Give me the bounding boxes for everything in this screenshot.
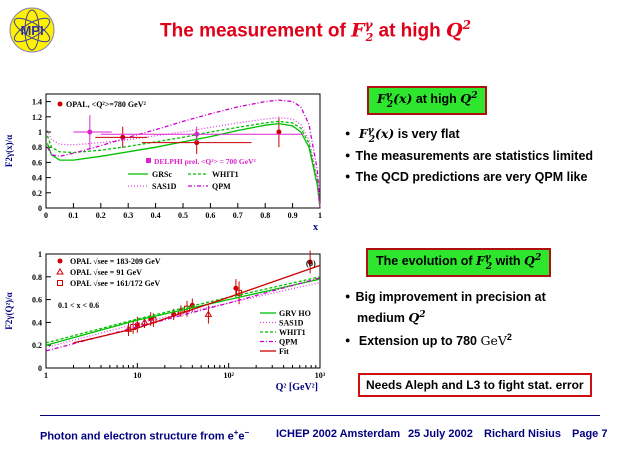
curve-fit — [73, 264, 321, 344]
curve-grv-ho — [45, 278, 321, 346]
legend-marker — [146, 158, 151, 163]
legend-item: SAS1D — [152, 182, 177, 191]
legend-marker — [57, 258, 63, 264]
legend-delphi: DELPHI prel. <Q²> = 700 GeV² — [154, 157, 257, 166]
x-tick-label: 0.8 — [260, 211, 270, 220]
legend-item: QPM — [279, 338, 298, 347]
data-point — [233, 285, 239, 291]
legend-item: WHIT1 — [279, 328, 306, 337]
x-tick-label: 0.6 — [205, 211, 215, 220]
x-tick-label: 0.3 — [123, 211, 133, 220]
legend-opal: OPAL, <Q²>=780 GeV² — [66, 100, 146, 109]
bullet-flat: Fγ2(x) is very flat — [345, 126, 460, 145]
y-tick-label: 0.4 — [32, 318, 42, 327]
x-tick-label: 0.7 — [233, 211, 243, 220]
y-tick-label: 1 — [38, 250, 42, 259]
y-tick-label: 0.8 — [32, 273, 42, 282]
y-tick-label: 1.4 — [32, 98, 42, 107]
data-point — [140, 318, 149, 325]
curve-grsc — [46, 122, 321, 209]
curve-qpm — [46, 99, 321, 209]
footer-title: Photon and electron structure from e+e− — [40, 428, 250, 443]
bullet-precision-line2: medium Q2 — [357, 310, 426, 326]
legend-marker — [56, 268, 64, 275]
legend-marker — [57, 280, 63, 286]
data-point — [276, 129, 282, 135]
y-tick-label: 0 — [38, 364, 42, 373]
legend-item: GRV HO — [279, 309, 311, 318]
legend-data-item: OPAL √see = 91 GeV — [70, 268, 142, 277]
curve-whit1 — [46, 120, 321, 209]
panel-label: (b) — [306, 259, 316, 268]
x-tick-label: 10 — [133, 371, 141, 380]
legend-item: WHIT1 — [212, 170, 239, 179]
x-tick-label: 0.9 — [288, 211, 298, 220]
data-point — [307, 259, 313, 265]
y-tick-label: 0.2 — [32, 189, 42, 198]
bullet-precision: Big improvement in precision at — [345, 290, 545, 304]
section-box-evolution: The evolution of Fγ2 with Q2 — [366, 248, 552, 277]
data-point — [124, 325, 133, 332]
legend-item: SAS1D — [279, 319, 304, 328]
y-tick-label: 1 — [38, 128, 42, 137]
footer-conference: ICHEP 2002 Amsterdam — [276, 428, 401, 440]
legend-data-item: OPAL √see = 183-209 GeV — [70, 257, 161, 266]
footer-divider — [40, 415, 600, 416]
bullet-statistics: The measurements are statistics limited — [345, 149, 593, 163]
x-tick-label: 0 — [44, 211, 48, 220]
logo-text: MPI — [20, 23, 43, 38]
y-tick-label: 0.6 — [32, 296, 42, 305]
x-tick-label: 0.4 — [151, 211, 161, 220]
page-title: The measurement of Fγ2 at high Q2 — [160, 18, 471, 45]
y-axis-label: F2γ(x)/α — [4, 135, 14, 167]
mpi-atom-logo-icon: MPI — [9, 7, 55, 53]
y-axis-label: F2γ(Q²)/α — [4, 292, 14, 329]
legend-item: Fit — [279, 347, 289, 356]
legend-item: QPM — [212, 182, 231, 191]
curve-sas1d — [46, 116, 321, 209]
y-tick-label: 0.6 — [32, 158, 42, 167]
legend-data-item: OPAL √see = 161/172 GeV — [70, 279, 160, 288]
note-box: Needs Aleph and L3 to fight stat. error — [358, 373, 592, 397]
f2-vs-x-plot: 0 0.2 0.4 0.6 0.8 1 1.2 1.4 0 0.1 0.2 0.3 0.4 0.5 0.6 0… — [4, 93, 322, 233]
x-tick-label: 0.2 — [96, 211, 106, 220]
x-range-label: 0.1 < x < 0.6 — [58, 301, 99, 310]
footer-page: Page 7 — [572, 428, 608, 440]
x-tick-label: 10² — [223, 371, 234, 380]
y-tick-label: 0.2 — [32, 341, 42, 350]
f2-vs-q2-plot: 0 0.2 0.4 0.6 0.8 1 1 10 10² 10³ Q² [GeV²] F2γ(Q²)/… — [4, 250, 326, 393]
plot-frame — [45, 253, 321, 369]
x-tick-label: 0.5 — [178, 211, 188, 220]
curve-whit1 — [45, 276, 321, 344]
footer-author: Richard Nisius — [484, 428, 562, 440]
data-point — [204, 310, 213, 317]
section-box-high-q2: Fγ2(x) at high Q2 — [367, 86, 488, 115]
x-tick-label: 10³ — [315, 371, 326, 380]
y-tick-label: 0.4 — [32, 174, 42, 183]
x-axis-label: Q² [GeV²] — [276, 382, 318, 393]
legend-item: GRSc — [152, 170, 172, 179]
y-tick-label: 1.2 — [32, 113, 42, 122]
x-axis-label: x — [313, 222, 318, 233]
x-tick-label: 0.1 — [68, 211, 78, 220]
y-tick-label: 0 — [38, 204, 42, 213]
bullet-qpm: The QCD predictions are very QPM like — [345, 170, 587, 184]
legend-marker — [57, 101, 63, 107]
footer-date: 25 July 2002 — [408, 428, 473, 440]
bullet-extension: Extension up to 780 GeV2 — [345, 332, 512, 348]
y-tick-label: 0.8 — [32, 143, 42, 152]
x-tick-label: 1 — [44, 371, 48, 380]
plot-frame — [45, 93, 321, 209]
x-tick-label: 1 — [318, 211, 322, 220]
